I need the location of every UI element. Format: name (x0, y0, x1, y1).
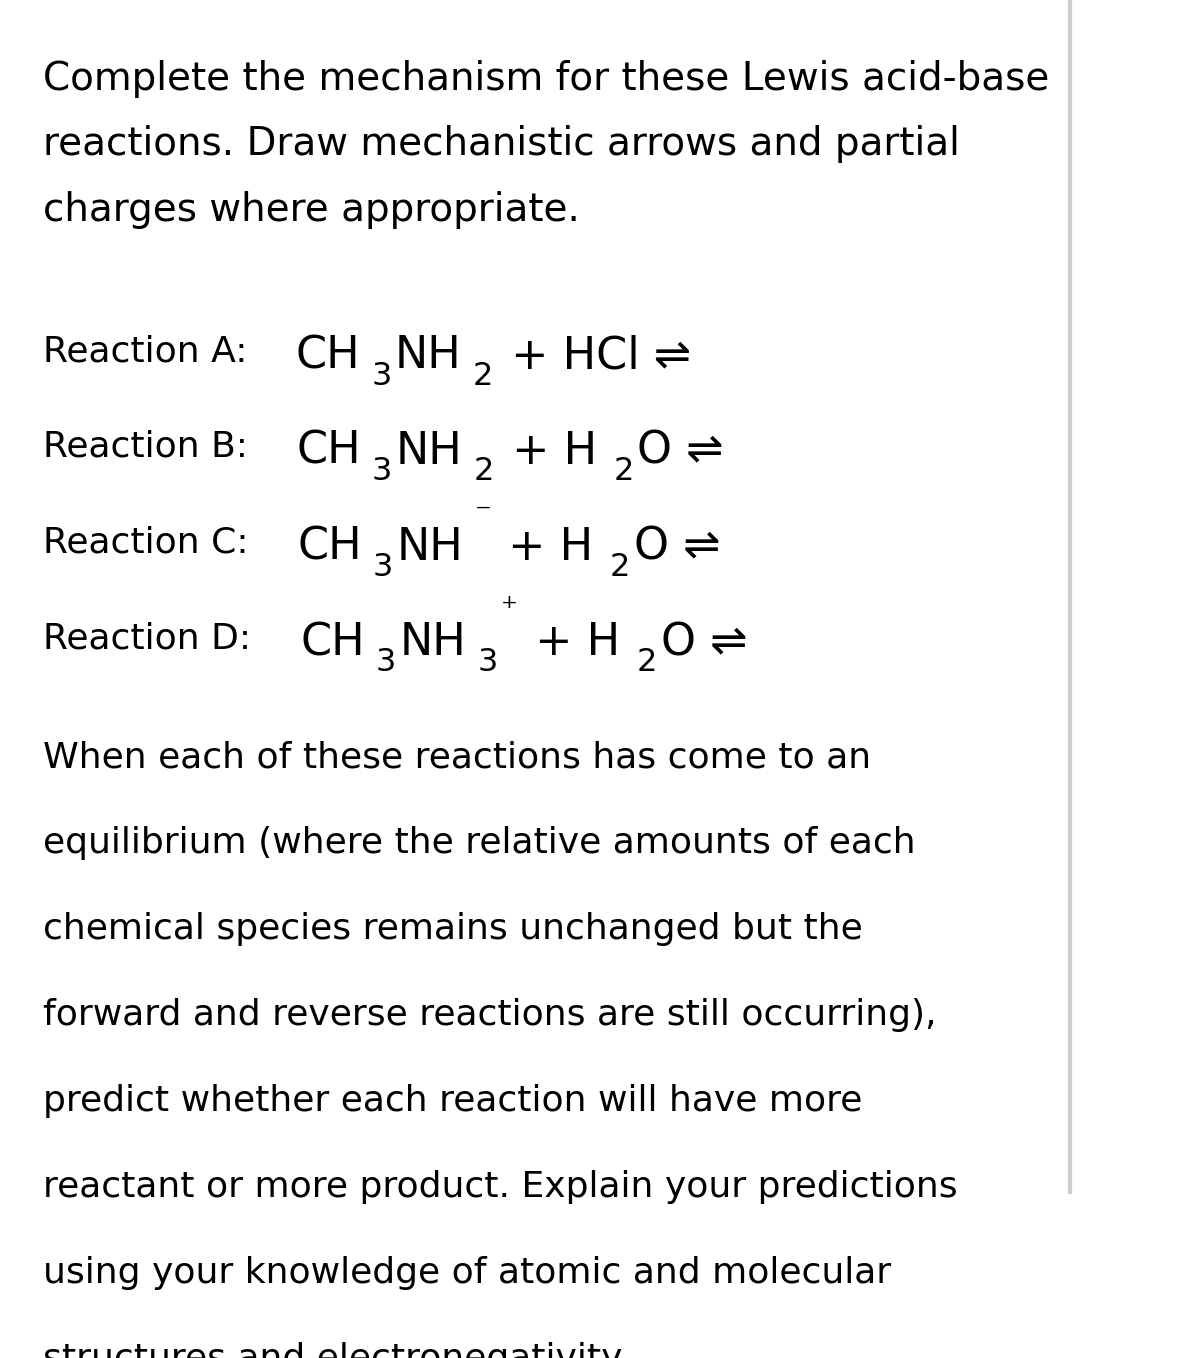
Text: charges where appropriate.: charges where appropriate. (43, 191, 581, 230)
Text: CH: CH (300, 621, 365, 664)
Text: Reaction B:: Reaction B: (43, 430, 260, 464)
Text: reactant or more product. Explain your predictions: reactant or more product. Explain your p… (43, 1171, 958, 1205)
Text: chemical species remains unchanged but the: chemical species remains unchanged but t… (43, 913, 863, 947)
Text: + H: + H (521, 621, 620, 664)
Text: 3: 3 (478, 648, 498, 679)
Text: Reaction A:: Reaction A: (43, 334, 259, 368)
Text: structures and electronegativity.: structures and electronegativity. (43, 1343, 629, 1358)
Text: O ⇌: O ⇌ (660, 621, 746, 664)
Text: 2: 2 (637, 648, 658, 679)
Text: O ⇌: O ⇌ (637, 430, 724, 473)
Text: NH: NH (396, 526, 463, 569)
Text: 2: 2 (610, 551, 630, 583)
Text: reactions. Draw mechanistic arrows and partial: reactions. Draw mechanistic arrows and p… (43, 125, 960, 163)
Text: Reaction C:: Reaction C: (43, 526, 260, 559)
Text: 2: 2 (613, 456, 634, 488)
Text: 2: 2 (474, 456, 494, 488)
Text: 3: 3 (371, 361, 391, 391)
Text: NH: NH (395, 334, 462, 378)
Text: ⁻: ⁻ (474, 500, 491, 530)
Text: + H: + H (494, 526, 593, 569)
Text: Reaction D:: Reaction D: (43, 621, 263, 655)
Text: 2: 2 (473, 361, 493, 391)
Text: predict whether each reaction will have more: predict whether each reaction will have … (43, 1085, 863, 1119)
Text: + H: + H (498, 430, 596, 473)
Text: using your knowledge of atomic and molecular: using your knowledge of atomic and molec… (43, 1256, 892, 1290)
Text: 3: 3 (372, 456, 392, 488)
Text: When each of these reactions has come to an: When each of these reactions has come to… (43, 740, 871, 774)
Text: ⁺: ⁺ (502, 595, 518, 626)
Text: NH: NH (396, 430, 462, 473)
Text: CH: CH (298, 526, 361, 569)
Text: O ⇌: O ⇌ (634, 526, 720, 569)
Text: CH: CH (296, 430, 361, 473)
Text: 3: 3 (372, 551, 392, 583)
Text: CH: CH (295, 334, 360, 378)
Text: + HCl ⇌: + HCl ⇌ (497, 334, 691, 378)
Text: equilibrium (where the relative amounts of each: equilibrium (where the relative amounts … (43, 827, 916, 861)
Text: NH: NH (400, 621, 466, 664)
Text: 3: 3 (376, 648, 396, 679)
Text: Complete the mechanism for these Lewis acid-base: Complete the mechanism for these Lewis a… (43, 60, 1050, 98)
Text: forward and reverse reactions are still occurring),: forward and reverse reactions are still … (43, 998, 937, 1032)
